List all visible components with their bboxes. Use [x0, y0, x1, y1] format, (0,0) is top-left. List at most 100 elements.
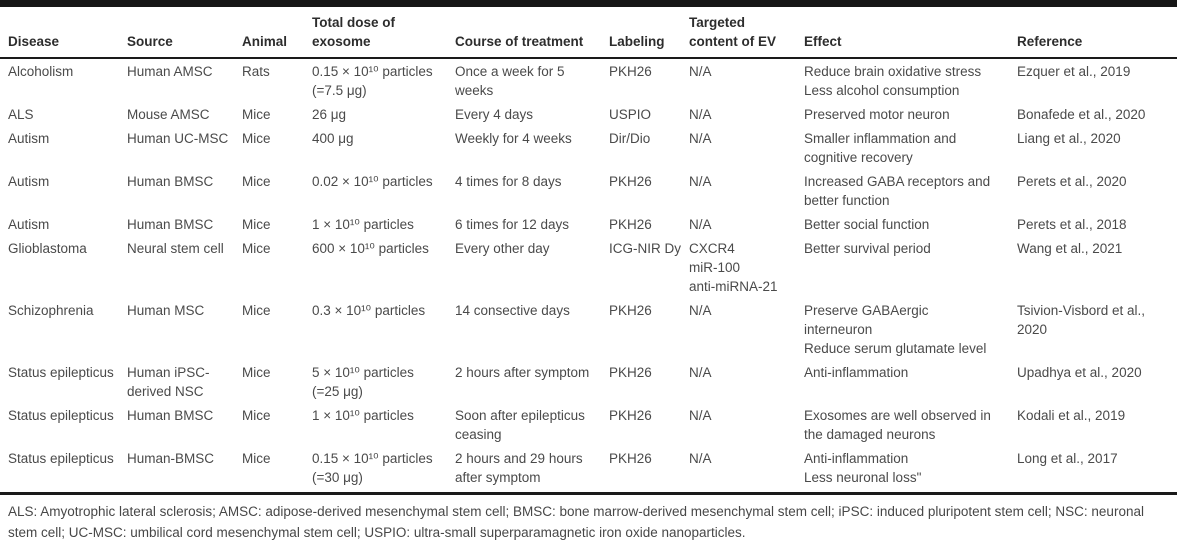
cell-dose: 0.15 × 10¹⁰ particles (=30 μg) — [312, 451, 433, 485]
cell-reference: Wang et al., 2021 — [1017, 241, 1123, 256]
cell-animal: Mice — [242, 303, 271, 318]
column-header-source: Source — [127, 7, 242, 59]
cell-dose: 0.3 × 10¹⁰ particles — [312, 303, 426, 318]
cell-reference: Ezquer et al., 2019 — [1017, 64, 1131, 79]
table-row: Schizophrenia Human MSC Mice 0.3 × 10¹⁰ par… — [0, 298, 1177, 360]
cell-labeling: PKH26 — [609, 64, 652, 79]
cell-effect: Anti-inflammation — [804, 365, 909, 380]
cell-reference: Long et al., 2017 — [1017, 451, 1118, 466]
table-footnote: ALS: Amyotrophic lateral sclerosis; AMSC… — [0, 492, 1177, 543]
cell-course: 4 times for 8 days — [455, 174, 562, 189]
table-row: Autism Human UC-MSC Mice 400 μg Weekly for 4… — [0, 126, 1177, 169]
cell-course: 2 hours after symptom — [455, 365, 590, 380]
table-row: Status epilepticus Human-BMSC Mice 0.15 × 1… — [0, 446, 1177, 489]
cell-labeling: PKH26 — [609, 174, 652, 189]
cell-labeling: PKH26 — [609, 408, 652, 423]
cell-reference: Tsivion-Visbord et al., 2020 — [1017, 303, 1146, 337]
cell-animal: Mice — [242, 241, 271, 256]
cell-source: Human UC-MSC — [127, 131, 229, 146]
cell-dose: 0.15 × 10¹⁰ particles (=7.5 μg) — [312, 64, 433, 98]
table-header: Disease Source Animal Total dose of exosome C… — [0, 7, 1177, 59]
cell-disease: ALS — [8, 107, 34, 122]
cell-dose: 5 × 10¹⁰ particles (=25 μg) — [312, 365, 414, 399]
cell-labeling: ICG-NIR Dy — [609, 241, 681, 256]
cell-dose: 1 × 10¹⁰ particles — [312, 408, 414, 423]
cell-disease: Glioblastoma — [8, 241, 87, 256]
cell-animal: Mice — [242, 131, 271, 146]
cell-source: Human iPSC-derived NSC — [127, 365, 210, 399]
cell-animal: Mice — [242, 451, 271, 466]
cell-disease: Status epilepticus — [8, 451, 114, 466]
cell-course: Every other day — [455, 241, 550, 256]
cell-source: Neural stem cell — [127, 241, 224, 256]
cell-labeling: PKH26 — [609, 365, 652, 380]
table-row: Alcoholism Human AMSC Rats 0.15 × 10¹⁰ part… — [0, 58, 1177, 102]
column-header-labeling: Labeling — [609, 7, 689, 59]
cell-labeling: USPIO — [609, 107, 652, 122]
cell-effect: Increased GABA receptors and better funct… — [804, 174, 991, 208]
column-header-disease: Disease — [0, 7, 127, 59]
table-row: Status epilepticus Human iPSC-derived NSC… — [0, 360, 1177, 403]
cell-course: Weekly for 4 weeks — [455, 131, 572, 146]
column-header-dose: Total dose of exosome — [312, 7, 455, 59]
table-header-row: Disease Source Animal Total dose of exosome C… — [0, 7, 1177, 59]
cell-source: Human BMSC — [127, 408, 214, 423]
cell-course: 14 consective days — [455, 303, 570, 318]
cell-reference: Upadhya et al., 2020 — [1017, 365, 1142, 380]
cell-source: Mouse AMSC — [127, 107, 210, 122]
cell-dose: 600 × 10¹⁰ particles — [312, 241, 429, 256]
table-row: Autism Human BMSC Mice 1 × 10¹⁰ particles 6 … — [0, 212, 1177, 236]
cell-dose: 1 × 10¹⁰ particles — [312, 217, 414, 232]
cell-reference: Bonafede et al., 2020 — [1017, 107, 1146, 122]
cell-animal: Mice — [242, 174, 271, 189]
cell-labeling: PKH26 — [609, 303, 652, 318]
cell-targeted: N/A — [689, 131, 712, 146]
cell-targeted: N/A — [689, 408, 712, 423]
cell-disease: Status epilepticus — [8, 365, 114, 380]
cell-course: Every 4 days — [455, 107, 534, 122]
cell-animal: Mice — [242, 365, 271, 380]
exosome-study-table: Disease Source Animal Total dose of exosome C… — [0, 7, 1177, 489]
cell-source: Human MSC — [127, 303, 205, 318]
column-header-reference: Reference — [1017, 7, 1177, 59]
cell-course: 2 hours and 29 hours after symptom — [455, 451, 583, 485]
cell-source: Human AMSC — [127, 64, 213, 79]
cell-targeted: N/A — [689, 451, 712, 466]
cell-effect: Preserved motor neuron — [804, 107, 950, 122]
table-row: Glioblastoma Neural stem cell Mice 600 × 10… — [0, 236, 1177, 298]
cell-course: Soon after epilepticus ceasing — [455, 408, 585, 442]
cell-targeted: CXCR4 miR-100 anti-miRNA-21 — [689, 241, 778, 294]
cell-animal: Mice — [242, 107, 271, 122]
cell-disease: Alcoholism — [8, 64, 74, 79]
table-body: Alcoholism Human AMSC Rats 0.15 × 10¹⁰ part… — [0, 58, 1177, 489]
cell-dose: 0.02 × 10¹⁰ particles — [312, 174, 433, 189]
cell-source: Human-BMSC — [127, 451, 215, 466]
column-header-animal: Animal — [242, 7, 312, 59]
cell-effect: Reduce brain oxidative stress Less alcoho… — [804, 64, 982, 98]
cell-effect: Better social function — [804, 217, 930, 232]
cell-targeted: N/A — [689, 64, 712, 79]
cell-reference: Perets et al., 2018 — [1017, 217, 1127, 232]
table-row: Status epilepticus Human BMSC Mice 1 × 10¹⁰… — [0, 403, 1177, 446]
column-header-effect: Effect — [804, 7, 1017, 59]
cell-effect: Preserve GABAergic interneuron Reduce seru… — [804, 303, 987, 356]
cell-labeling: Dir/Dio — [609, 131, 651, 146]
table-row: ALS Mouse AMSC Mice 26 μg Every 4 days USPIO N… — [0, 102, 1177, 126]
cell-disease: Autism — [8, 217, 50, 232]
table-top-rule — [0, 0, 1177, 7]
cell-reference: Perets et al., 2020 — [1017, 174, 1127, 189]
cell-dose: 26 μg — [312, 107, 347, 122]
cell-targeted: N/A — [689, 217, 712, 232]
cell-effect: Exosomes are well observed in the damaged… — [804, 408, 991, 442]
cell-animal: Rats — [242, 64, 270, 79]
cell-effect: Better survival period — [804, 241, 931, 256]
cell-targeted: N/A — [689, 107, 712, 122]
cell-labeling: PKH26 — [609, 217, 652, 232]
table-row: Autism Human BMSC Mice 0.02 × 10¹⁰ particle… — [0, 169, 1177, 212]
cell-reference: Kodali et al., 2019 — [1017, 408, 1126, 423]
cell-source: Human BMSC — [127, 217, 214, 232]
column-header-course: Course of treatment — [455, 7, 609, 59]
cell-targeted: N/A — [689, 303, 712, 318]
cell-reference: Liang et al., 2020 — [1017, 131, 1121, 146]
cell-labeling: PKH26 — [609, 451, 652, 466]
